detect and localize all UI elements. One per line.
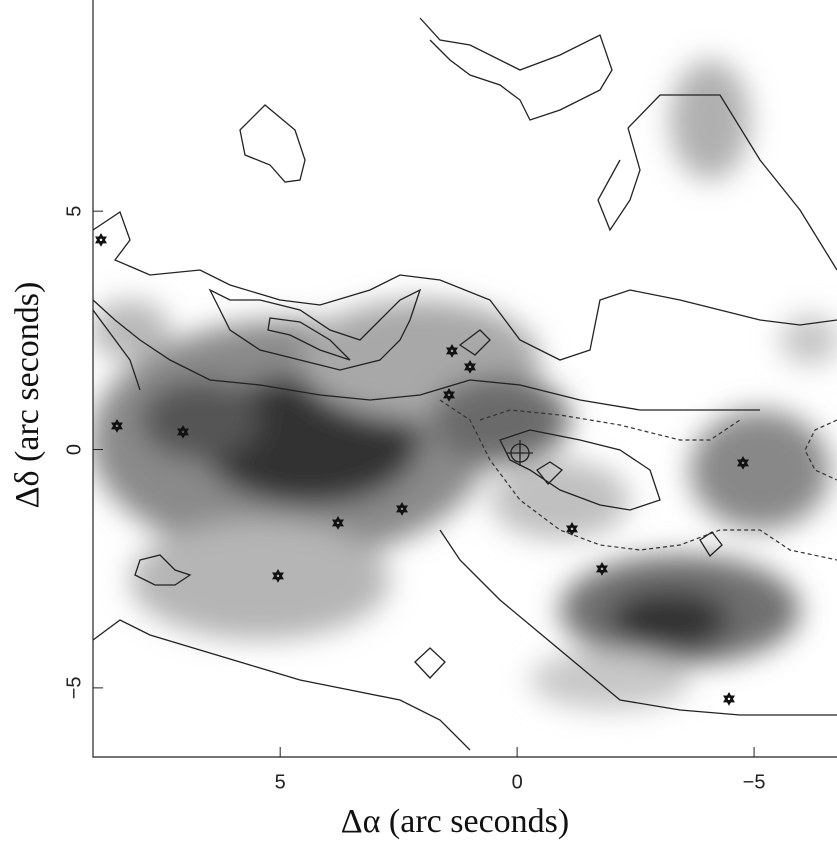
y-tick-label: −5 xyxy=(63,676,85,699)
svg-text:✡: ✡ xyxy=(446,343,458,359)
svg-text:✡: ✡ xyxy=(177,424,189,440)
svg-text:✡: ✡ xyxy=(111,418,123,434)
svg-text:✡: ✡ xyxy=(95,232,107,248)
x-axis-label: Δα (arc seconds) xyxy=(341,803,569,840)
image-area: ✡ ✡ ✡ ✡ ✡ ✡ ✡ ✡ ✡ ✡ ✡ ✡ ✡ xyxy=(93,17,837,751)
y-tick-label: 5 xyxy=(63,206,85,217)
x-tick-label: 0 xyxy=(512,771,523,793)
x-tick-label: 5 xyxy=(275,771,286,793)
svg-text:✡: ✡ xyxy=(737,455,749,471)
grayscale-map xyxy=(93,60,837,710)
svg-text:✡: ✡ xyxy=(566,521,578,537)
svg-text:✡: ✡ xyxy=(464,359,476,375)
svg-text:✡: ✡ xyxy=(332,515,344,531)
svg-text:✡: ✡ xyxy=(396,501,408,517)
x-tick-label: −5 xyxy=(743,771,766,793)
frame xyxy=(92,0,837,758)
svg-text:✡: ✡ xyxy=(443,387,455,403)
svg-text:✡: ✡ xyxy=(596,561,608,577)
svg-text:✡: ✡ xyxy=(723,691,735,707)
y-axis-label: Δδ (arc seconds) xyxy=(9,282,46,509)
y-tick-label: 0 xyxy=(63,444,85,455)
star-markers: ✡ ✡ ✡ ✡ ✡ ✡ ✡ ✡ ✡ ✡ ✡ ✡ ✡ xyxy=(94,231,749,708)
svg-text:✡: ✡ xyxy=(272,568,284,584)
contours xyxy=(93,17,837,751)
